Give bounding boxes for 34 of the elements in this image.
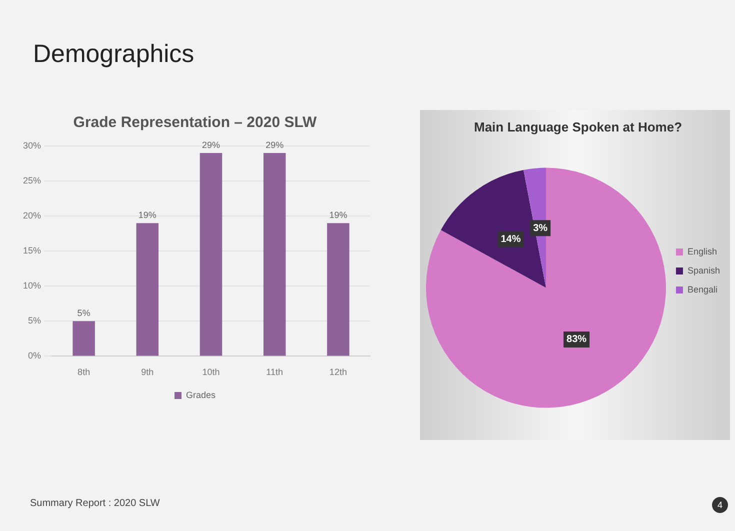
data-label: 14% xyxy=(500,234,521,246)
legend-label: Bengali xyxy=(687,284,718,294)
chart-title: Grade Representation – 2020 SLW xyxy=(73,114,318,132)
x-tick-label: 9th xyxy=(141,367,154,378)
data-label: 29% xyxy=(266,140,284,150)
legend-label: Grades xyxy=(186,390,216,400)
data-label: 29% xyxy=(202,140,220,150)
y-tick-label: 25% xyxy=(23,176,42,186)
bar xyxy=(136,223,159,356)
legend-label: English xyxy=(687,246,718,256)
x-tick-label: 10th xyxy=(202,367,220,378)
data-label: 19% xyxy=(329,210,348,220)
chart-title: Main Language Spoken at Home? xyxy=(474,119,682,134)
x-tick-label: 11th xyxy=(266,367,284,378)
x-tick-label: 12th xyxy=(329,367,347,378)
bar xyxy=(200,153,222,356)
legend-label: Spanish xyxy=(687,265,720,276)
y-tick-label: 10% xyxy=(23,280,42,291)
y-tick-label: 20% xyxy=(23,210,42,221)
y-tick-label: 15% xyxy=(23,246,42,256)
bar xyxy=(72,321,95,356)
data-label: 5% xyxy=(77,308,90,318)
y-tick-label: 30% xyxy=(23,140,42,150)
text: Summary Report : 2020 SLW xyxy=(30,498,160,509)
bar xyxy=(263,153,286,356)
y-tick-label: 5% xyxy=(28,316,42,326)
data-label: 3% xyxy=(533,222,548,234)
data-label: 19% xyxy=(138,210,156,220)
bar xyxy=(327,223,350,356)
text: 4 xyxy=(712,497,728,513)
y-tick-label: 0% xyxy=(28,350,42,361)
data-label: 83% xyxy=(566,334,587,346)
text: Demographics xyxy=(33,40,194,69)
x-tick-label: 8th xyxy=(78,367,90,378)
